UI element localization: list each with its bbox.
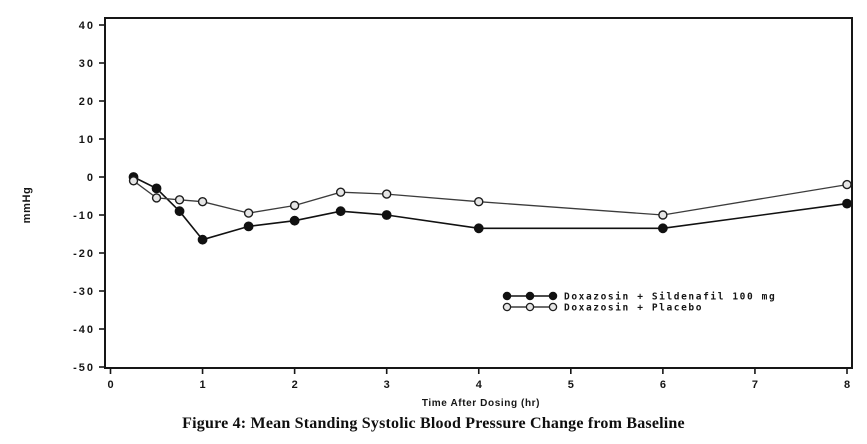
legend-label: Doxazosin + Sildenafil 100 mg [564,292,776,303]
y-axis-tick-label: 10 [79,134,95,146]
x-axis-title: Time After Dosing (hr) [422,398,540,409]
y-axis-tick-label: -30 [73,286,95,298]
series-placebo-marker [381,189,392,199]
series-placebo-marker [197,196,208,207]
y-axis-tick-label: 30 [79,58,95,70]
series-placebo-marker [842,179,852,190]
x-axis-tick-label: 4 [476,379,483,391]
series-sildenafil-marker [473,223,484,234]
series-sildenafil-marker [151,183,162,194]
figure-caption: Figure 4: Mean Standing Systolic Blood P… [182,415,685,432]
series-sildenafil-marker [842,198,852,209]
series-placebo-marker [335,187,346,197]
series-sildenafil-marker [243,221,254,232]
series-sildenafil-line [133,176,848,241]
y-axis-tick-label: 40 [79,20,95,32]
y-axis-tick-label: -50 [73,362,95,374]
x-axis-tick-label: 8 [844,379,850,391]
blood-pressure-line-chart: 40 30 20 10 0 -10 -20 -30 -40 -50 0 1 2 3 4 5 6 7 8 mmHg Tim… [21,17,853,409]
x-axis-tick-label: 5 [568,379,574,391]
series-placebo-line [133,180,848,216]
legend-sample-marker [502,302,512,312]
y-axis-tick-label: -40 [73,324,95,336]
series-placebo-marker [658,210,668,220]
series-placebo-marker [174,195,185,205]
series-placebo-marker [151,193,162,203]
x-axis-tick-label: 3 [384,379,390,391]
legend-label: Doxazosin + Placebo [564,303,703,314]
series-sildenafil-marker [657,223,668,234]
series-sildenafil-marker [289,215,300,226]
legend-sample-marker [525,291,535,301]
series-sildenafil-marker [381,210,392,220]
series-sildenafil-marker [197,234,208,245]
legend-sample-marker [502,291,512,301]
x-axis-tick-label: 6 [660,379,666,391]
legend-sample-marker [525,302,535,312]
series-sildenafil-marker [174,206,185,217]
series-placebo-marker [128,176,139,186]
y-axis-tick-label: -10 [73,210,95,222]
y-axis-title: mmHg [21,187,33,224]
series-sildenafil-marker [335,206,346,217]
x-axis-tick-label: 0 [107,379,113,391]
y-axis-tick-label: -20 [73,248,95,260]
y-axis-tick-label: 20 [79,96,95,108]
x-axis-tick-label: 2 [292,379,298,391]
series-placebo-marker [243,208,254,218]
x-axis-tick-label: 1 [200,379,206,391]
legend-sample-marker [548,302,558,312]
x-axis-tick-label: 7 [752,379,758,391]
series-placebo-marker [289,200,300,211]
y-axis-tick-label: 0 [87,172,95,184]
series-placebo-marker [474,196,484,207]
plot-frame [104,17,853,369]
legend-sample-marker [548,291,558,301]
